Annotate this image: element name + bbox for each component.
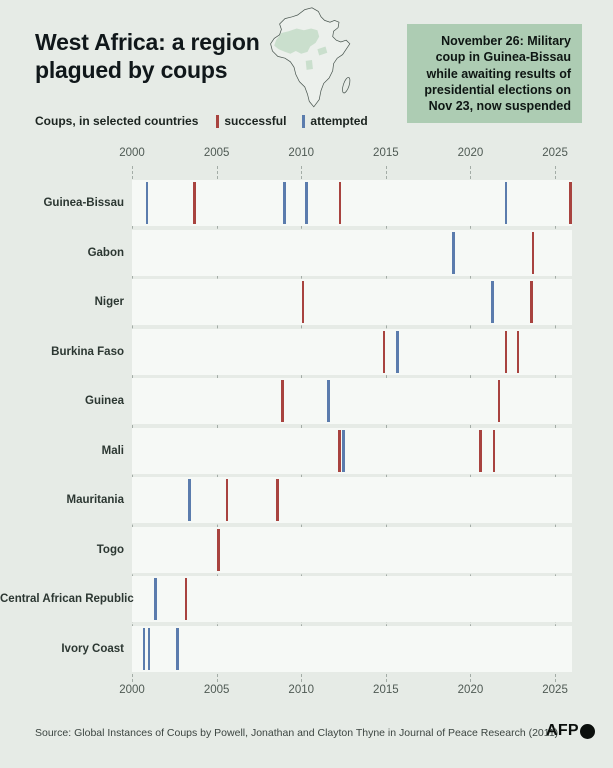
coup-tick-attempted — [147, 627, 151, 670]
country-label: Ivory Coast — [61, 642, 124, 655]
coup-tick-successful — [569, 182, 572, 224]
x-axis-label-2010: 2010 — [288, 684, 315, 696]
coup-tick-successful — [382, 330, 386, 373]
coup-tick-attempted — [396, 330, 399, 373]
legend-title: Coups, in selected countries — [35, 114, 199, 128]
gridline-2005 — [216, 166, 218, 682]
coup-tick-successful — [504, 330, 508, 373]
gridline-2015 — [385, 166, 387, 682]
country-label: Central African Republic — [0, 593, 134, 605]
afp-logo: AFP — [546, 722, 595, 740]
coup-tick-successful — [184, 578, 188, 620]
x-axis-label-2015: 2015 — [373, 147, 399, 159]
africa-gabon-highlight — [305, 60, 313, 70]
coup-tick-successful — [193, 182, 196, 224]
africa-car-highlight — [317, 46, 328, 56]
country-row — [132, 378, 572, 424]
coup-tick-attempted — [305, 182, 308, 224]
country-row — [132, 427, 572, 474]
country-label: Guinea — [85, 395, 124, 407]
coup-tick-successful — [301, 281, 305, 323]
country-label: Gabon — [87, 246, 124, 259]
country-label: Guinea-Bissau — [43, 197, 124, 209]
x-axis-label-2025: 2025 — [542, 684, 568, 696]
page-title: West Africa: a region plagued by coups — [35, 28, 260, 84]
legend-successful-label: successful — [224, 114, 287, 128]
coup-tick-attempted — [176, 627, 179, 670]
x-axis-top: 2000 2005 2010 2015 2020 2025 — [119, 147, 572, 161]
africa-west-highlight — [274, 28, 320, 54]
x-axis-label-2025: 2025 — [542, 147, 568, 159]
country-row — [132, 576, 572, 622]
x-axis-label-2020: 2020 — [457, 147, 484, 159]
source-note: Source: Global Instances of Coups by Pow… — [35, 727, 559, 739]
coup-tick-attempted — [283, 182, 286, 224]
coup-tick-successful — [281, 380, 284, 422]
coup-tick-attempted — [188, 479, 191, 521]
afp-logo-dot-icon — [579, 723, 595, 739]
coup-tick-successful — [276, 479, 279, 521]
x-axis-label-2015: 2015 — [373, 684, 399, 696]
coup-tick-successful — [217, 528, 220, 571]
coup-tick-successful — [479, 429, 482, 472]
x-axis-label-2000: 2000 — [119, 147, 145, 159]
coup-tick-attempted — [327, 380, 330, 422]
gridline-2000 — [132, 166, 133, 682]
coup-tick-attempted — [142, 627, 146, 670]
x-axis-label-2020: 2020 — [457, 684, 484, 696]
x-axis-label-2005: 2005 — [203, 684, 230, 696]
country-row — [132, 279, 572, 325]
coup-tick-successful — [531, 231, 535, 274]
coup-tick-successful — [497, 380, 501, 422]
x-axis-label-2010: 2010 — [288, 147, 315, 159]
country-row — [132, 625, 572, 672]
coup-tick-successful — [492, 429, 496, 472]
coup-tick-successful — [225, 479, 229, 521]
coup-tick-attempted — [491, 281, 494, 323]
afp-logo-text: AFP — [546, 722, 579, 739]
coup-tick-attempted — [452, 231, 455, 274]
chart-legend: Coups, in selected countries successful … — [35, 112, 368, 130]
country-row — [132, 477, 572, 523]
x-axis-label-2000: 2000 — [119, 684, 145, 696]
africa-outline — [270, 7, 351, 108]
legend-attempted-label: attempted — [310, 114, 368, 128]
country-row — [132, 328, 572, 375]
coup-tick-attempted — [342, 429, 345, 472]
country-label: Togo — [96, 543, 124, 556]
gridline-2025 — [555, 166, 557, 682]
country-row — [132, 526, 572, 573]
coup-tick-attempted — [154, 578, 157, 620]
country-label: Burkina Faso — [51, 345, 124, 358]
coup-tick-attempted — [504, 182, 508, 224]
country-label: Niger — [94, 296, 124, 308]
coup-tick-successful — [530, 281, 533, 323]
madagascar-outline — [342, 77, 351, 94]
coup-tick-successful — [338, 182, 342, 224]
country-label: Mauritania — [66, 494, 124, 506]
x-axis-bottom: 2000 2005 2010 2015 2020 2025 — [119, 684, 572, 698]
country-row — [132, 229, 572, 276]
country-row — [132, 180, 572, 226]
page-title-line1: West Africa: a region — [35, 29, 260, 55]
coup-tick-attempted — [145, 182, 149, 224]
africa-map-icon — [256, 6, 368, 114]
coup-tick-successful — [338, 429, 341, 472]
successful-tick-icon — [216, 114, 220, 128]
country-label: Mali — [101, 444, 124, 457]
x-axis-label-2005: 2005 — [203, 147, 230, 159]
page-title-line2: plagued by coups — [35, 57, 228, 84]
gridline-2010 — [301, 166, 303, 682]
chart-area — [132, 166, 572, 682]
coup-tick-successful — [516, 330, 520, 373]
gridline-2020 — [470, 166, 472, 682]
callout-box: November 26: Military coup in Guinea-Bis… — [407, 24, 582, 124]
attempted-tick-icon — [302, 114, 306, 128]
